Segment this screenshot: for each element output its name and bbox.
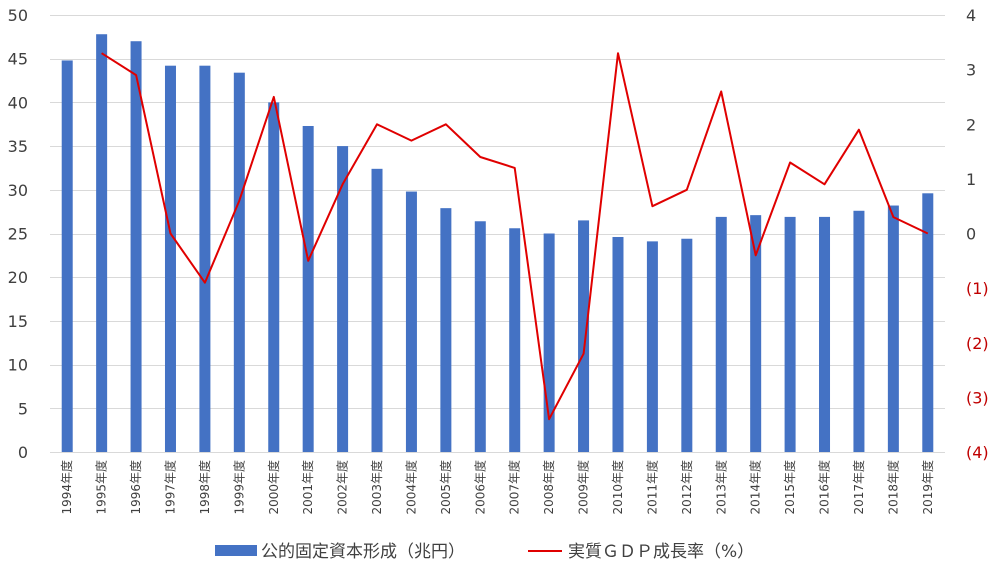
category-axis-labels: 1994年度 1995年度 1996年度 1997年度 1998年度 1999年度 2000… [59,460,935,515]
category-label: 2006年度 [472,460,487,515]
category-label: 2017年度 [851,460,866,515]
left-tick-label: 10 [8,356,28,375]
category-label: 2010年度 [610,460,625,515]
bar [371,168,383,452]
bar [302,125,314,453]
bar [268,102,280,453]
bar [474,221,486,452]
bar [405,191,417,452]
category-label: 2004年度 [403,460,418,515]
category-label: 1999年度 [231,460,246,515]
line-series [101,52,929,421]
legend-label-bar: 公的固定資本形成（兆円） [261,542,465,562]
category-label: 2005年度 [438,460,453,515]
bar [681,238,693,452]
left-tick-label: 25 [8,225,28,244]
bar [646,241,658,452]
bar [784,216,796,452]
bar [853,210,865,452]
left-tick-label: 40 [8,93,28,112]
bar [337,146,349,452]
right-tick-label: 2 [966,115,976,134]
category-label: 2002年度 [335,460,350,515]
left-tick-label: 0 [18,443,28,462]
category-label: 2011年度 [644,460,659,515]
bar [887,205,899,452]
right-tick-label: (3) [966,388,989,407]
legend-label-line: 実質ＧＤＰ成長率（%） [568,542,754,562]
bar [440,208,452,452]
right-tick-label: 1 [966,170,976,189]
bar [578,220,590,452]
left-tick-label: 15 [8,312,28,331]
gridlines [50,15,945,453]
bar [199,65,211,452]
category-label: 2000年度 [266,460,281,515]
category-label: 2008年度 [541,460,556,515]
category-label: 2019年度 [920,460,935,515]
right-tick-label: (1) [966,279,989,298]
left-tick-label: 50 [8,6,28,25]
bar [922,193,934,452]
left-tick-label: 35 [8,137,28,156]
category-label: 2009年度 [576,460,591,515]
category-label: 2003年度 [369,460,384,515]
category-label: 2013年度 [713,460,728,515]
bar [96,34,108,453]
right-axis-ticks: 4 3 2 1 0 (1) (2) (3) (4) [966,6,989,462]
right-tick-label: (2) [966,334,989,353]
bar [750,215,762,452]
category-label: 2001年度 [300,460,315,515]
right-tick-label: 3 [966,61,976,80]
bar [543,233,555,452]
bar [715,216,727,452]
bar [509,228,521,452]
bar [233,72,245,453]
left-tick-label: 20 [8,268,28,287]
category-label: 1998年度 [197,460,212,515]
legend: 公的固定資本形成（兆円） 実質ＧＤＰ成長率（%） [215,542,754,562]
right-tick-label: 4 [966,6,976,25]
category-label: 2007年度 [507,460,522,515]
category-label: 2015年度 [782,460,797,515]
bar [61,60,73,453]
left-axis-ticks: 0 5 10 15 20 25 30 35 40 45 50 [8,6,28,462]
bar [130,41,142,452]
category-label: 2012年度 [679,460,694,515]
bar [612,236,624,452]
category-label: 1995年度 [94,460,109,515]
category-label: 1994年度 [59,460,74,515]
legend-swatch-bar [215,545,257,556]
category-label: 2014年度 [748,460,763,515]
bar-series [61,34,934,453]
bar [819,216,831,452]
left-tick-label: 5 [18,399,28,418]
category-label: 1997年度 [162,460,177,515]
right-tick-label: 0 [966,225,976,244]
right-tick-label: (4) [966,443,989,462]
left-tick-label: 30 [8,181,28,200]
category-label: 2018年度 [885,460,900,515]
bar [164,65,176,452]
category-label: 2016年度 [817,460,832,515]
left-tick-label: 45 [8,50,28,69]
category-label: 1996年度 [128,460,143,515]
